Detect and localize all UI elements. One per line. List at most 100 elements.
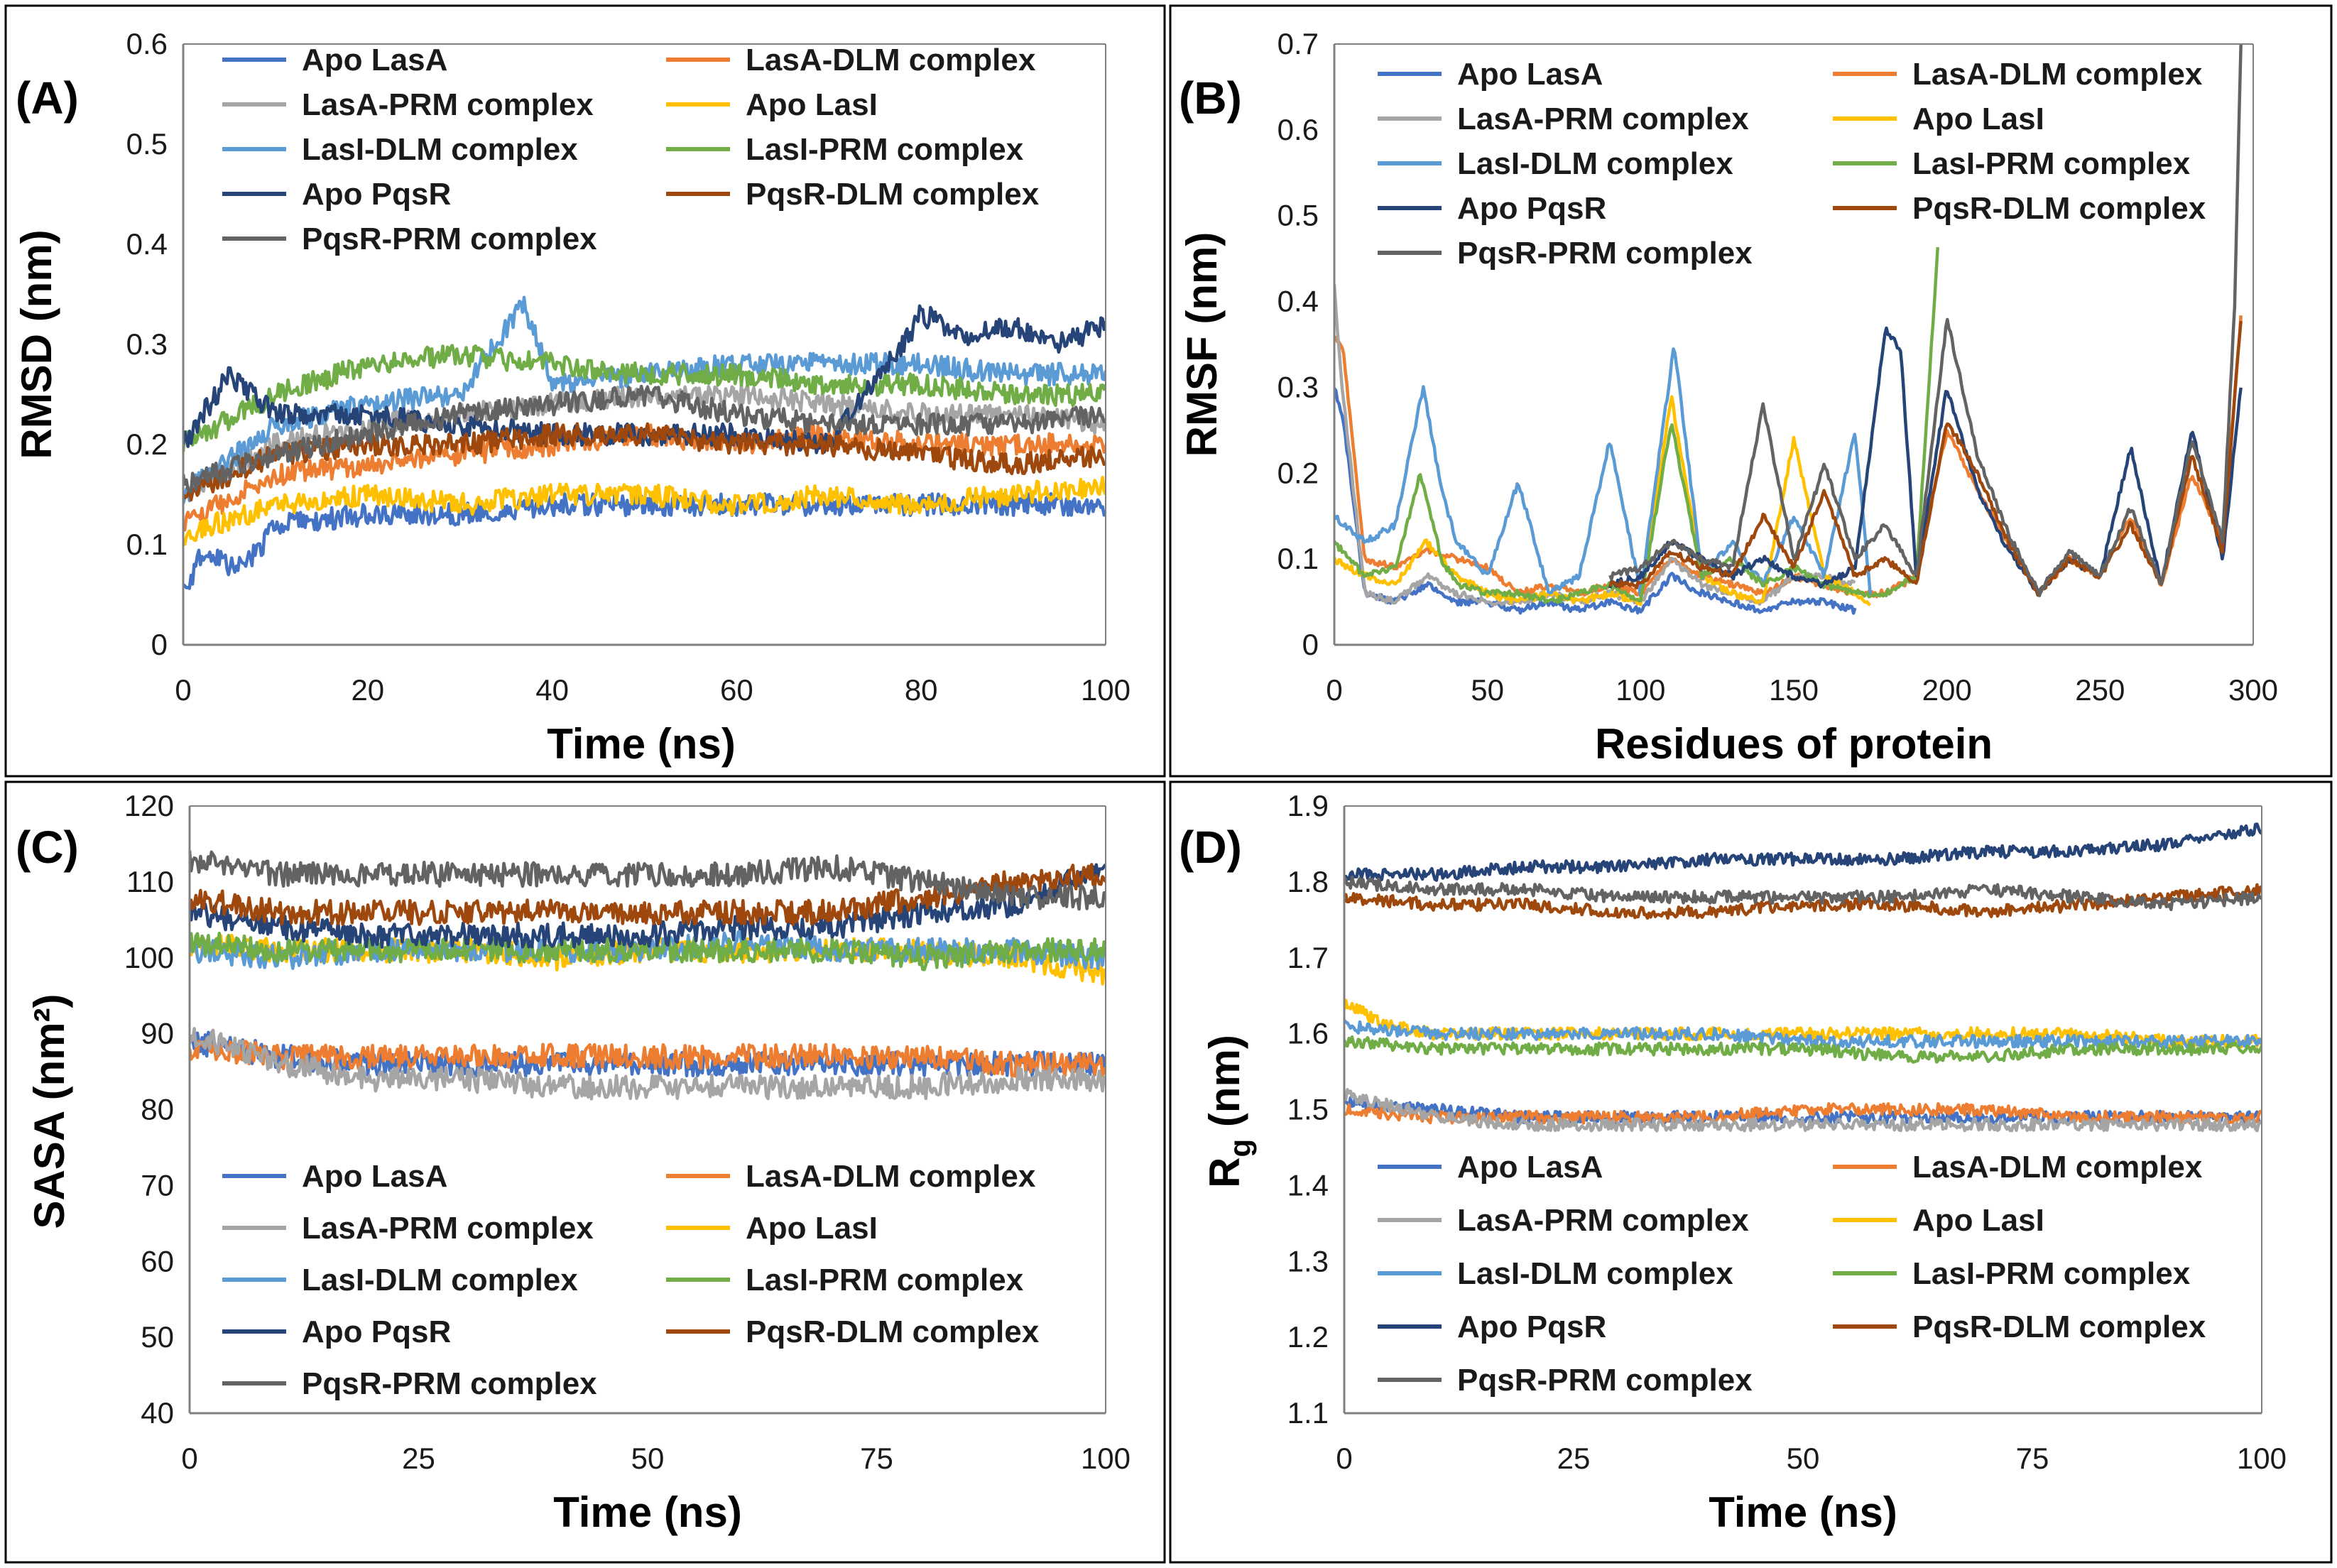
legend-label: Apo PqsR xyxy=(1457,1310,1606,1344)
legend-label: PqsR-PRM complex xyxy=(1457,236,1753,271)
panel-c-y-axis-label: SASA (nm²) xyxy=(26,993,73,1229)
legend-item-lasi-dlm-complex: LasI-DLM complex xyxy=(222,132,578,167)
panel-b-x-tick-label: 250 xyxy=(2075,673,2125,707)
legend-label: PqsR-DLM complex xyxy=(1912,1310,2206,1344)
series-line-pqsr-prm-complex xyxy=(1344,875,2262,912)
legend-item-pqsr-prm-complex: PqsR-PRM complex xyxy=(222,1366,597,1401)
series-line-pqsr-dlm-complex xyxy=(1608,320,2243,597)
panel-b-y-axis-label: RMSF (nm) xyxy=(1178,232,1226,457)
legend-label: Apo LasA xyxy=(1457,57,1603,92)
legend-item-lasa-dlm-complex: LasA-DLM complex xyxy=(666,43,1036,77)
panel-b-series-group xyxy=(1334,43,2243,615)
legend-label: Apo PqsR xyxy=(302,1314,451,1349)
legend-label: LasI-PRM complex xyxy=(1912,1256,2191,1291)
legend-item-apo-lasa: Apo LasA xyxy=(1378,1150,1603,1185)
panel-c-series-group xyxy=(190,850,1106,1101)
panel-d-series-group xyxy=(1344,822,2262,1133)
legend-item-apo-lasa: Apo LasA xyxy=(222,43,447,77)
legend-item-apo-lasi: Apo LasI xyxy=(1833,102,2044,136)
panel-c-x-tick-label: 100 xyxy=(1081,1442,1131,1475)
legend-label: PqsR-DLM complex xyxy=(746,177,1040,212)
legend-item-lasa-dlm-complex: LasA-DLM complex xyxy=(1833,1150,2203,1185)
panel-c-y-tick-label: 70 xyxy=(141,1168,174,1202)
series-line-apo-pqsr xyxy=(1608,326,2243,597)
legend-label: LasA-PRM complex xyxy=(1457,102,1749,136)
panel-b-x-tick-label: 0 xyxy=(1326,673,1342,707)
series-line-lasi-prm-complex xyxy=(190,931,1106,971)
legend-item-apo-lasi: Apo LasI xyxy=(1833,1203,2044,1238)
panel-b-y-tick-label: 0.7 xyxy=(1278,27,1319,60)
series-line-pqsr-dlm-complex xyxy=(1344,883,2262,920)
series-line-apo-pqsr xyxy=(1344,822,2262,882)
panel-c-label: (C) xyxy=(16,822,79,873)
legend-item-lasa-prm-complex: LasA-PRM complex xyxy=(1378,102,1749,136)
legend-label: Apo PqsR xyxy=(1457,191,1606,226)
legend-label: LasI-DLM complex xyxy=(302,132,578,167)
legend-label: LasI-PRM complex xyxy=(746,132,1024,167)
panel-b-y-tick-label: 0 xyxy=(1302,628,1319,661)
panel-a-y-tick-label: 0.4 xyxy=(126,227,168,261)
legend-item-lasi-dlm-complex: LasI-DLM complex xyxy=(1378,146,1733,181)
panel-b-y-tick-label: 0.1 xyxy=(1278,542,1319,575)
legend-label: PqsR-DLM complex xyxy=(1912,191,2206,226)
legend-item-apo-pqsr: Apo PqsR xyxy=(222,1314,451,1349)
legend-item-pqsr-dlm-complex: PqsR-DLM complex xyxy=(666,177,1040,212)
panel-b-x-tick-label: 200 xyxy=(1922,673,1972,707)
legend-label: Apo PqsR xyxy=(302,177,451,212)
panel-a-legend: Apo LasA LasA-DLM complex LasA-PRM complex… xyxy=(222,43,1040,256)
panel-c: 40 50 60 70 80 90 100 110 120 0 25 50 75 100 Time (ns)… xyxy=(4,780,1166,1564)
legend-label: LasI-PRM complex xyxy=(746,1263,1024,1297)
panel-d-x-tick-label: 50 xyxy=(1787,1442,1820,1475)
panel-b-x-tick-label: 300 xyxy=(2228,673,2278,707)
panel-b-frame xyxy=(1169,4,2333,778)
panel-d-label: (D) xyxy=(1179,822,1242,873)
series-line-apo-pqsr xyxy=(190,863,1106,949)
panel-a-series-group xyxy=(183,295,1106,590)
legend-item-apo-lasi: Apo LasI xyxy=(666,87,878,122)
series-line-lasi-dlm-complex xyxy=(183,295,1106,504)
legend-label: Apo LasI xyxy=(1912,1203,2044,1238)
panel-a-x-tick-label: 60 xyxy=(720,673,753,707)
panel-c-x-tick-label: 0 xyxy=(181,1442,197,1475)
legend-item-lasa-dlm-complex: LasA-DLM complex xyxy=(666,1159,1036,1194)
legend-item-pqsr-dlm-complex: PqsR-DLM complex xyxy=(666,1314,1040,1349)
panel-d-legend: Apo LasA LasA-DLM complex LasA-PRM complex… xyxy=(1378,1150,2206,1398)
legend-label: PqsR-PRM complex xyxy=(302,222,597,256)
legend-label: LasA-DLM complex xyxy=(746,1159,1036,1194)
panel-a-y-tick-label: 0.1 xyxy=(126,528,168,561)
legend-label: Apo LasA xyxy=(1457,1150,1603,1185)
panel-c-y-tick-label: 90 xyxy=(141,1017,174,1050)
panel-a-y-tick-label: 0.3 xyxy=(126,327,168,361)
legend-item-lasi-prm-complex: LasI-PRM complex xyxy=(666,1263,1024,1297)
legend-label: Apo LasA xyxy=(302,1159,447,1194)
legend-label: Apo LasI xyxy=(746,1211,878,1246)
series-line-lasi-prm-complex xyxy=(1334,246,1939,604)
panel-d-y-tick-label: 1.7 xyxy=(1287,941,1329,974)
legend-item-apo-lasa: Apo LasA xyxy=(222,1159,447,1194)
legend-label: LasI-DLM complex xyxy=(1457,146,1733,181)
panel-a-x-tick-label: 100 xyxy=(1081,673,1131,707)
panel-d-y-tick-label: 1.6 xyxy=(1287,1017,1329,1050)
legend-item-apo-lasi: Apo LasI xyxy=(666,1211,878,1246)
series-line-pqsr-prm-complex xyxy=(1608,43,2243,597)
panel-c-x-axis-label: Time (ns) xyxy=(553,1488,742,1536)
series-line-lasa-prm-complex xyxy=(190,1027,1106,1101)
series-line-lasi-dlm-complex xyxy=(1344,1019,2262,1050)
panel-c-y-tick-label: 100 xyxy=(124,941,174,974)
panel-d-y-tick-label: 1.4 xyxy=(1287,1168,1329,1202)
legend-item-lasi-prm-complex: LasI-PRM complex xyxy=(1833,1256,2191,1291)
panel-a-y-tick-label: 0 xyxy=(151,628,168,661)
panel-c-x-tick-label: 25 xyxy=(402,1442,435,1475)
series-line-apo-pqsr xyxy=(183,304,1106,454)
panel-d-y-tick-label: 1.9 xyxy=(1287,789,1329,822)
panel-b-y-tick-label: 0.4 xyxy=(1278,285,1319,318)
legend-label: PqsR-DLM complex xyxy=(746,1314,1040,1349)
legend-label: PqsR-PRM complex xyxy=(1457,1363,1753,1398)
panel-a-x-tick-label: 40 xyxy=(535,673,569,707)
panel-a-label: (A) xyxy=(16,72,79,124)
panel-b-legend: Apo LasA LasA-DLM complex LasA-PRM complex… xyxy=(1378,57,2206,271)
panel-b: 0 0.1 0.2 0.3 0.4 0.5 0.6 0.7 0 50 100 150 200 250 300… xyxy=(1169,4,2333,778)
legend-label: PqsR-PRM complex xyxy=(302,1366,597,1401)
panel-b-y-tick-label: 0.3 xyxy=(1278,370,1319,403)
